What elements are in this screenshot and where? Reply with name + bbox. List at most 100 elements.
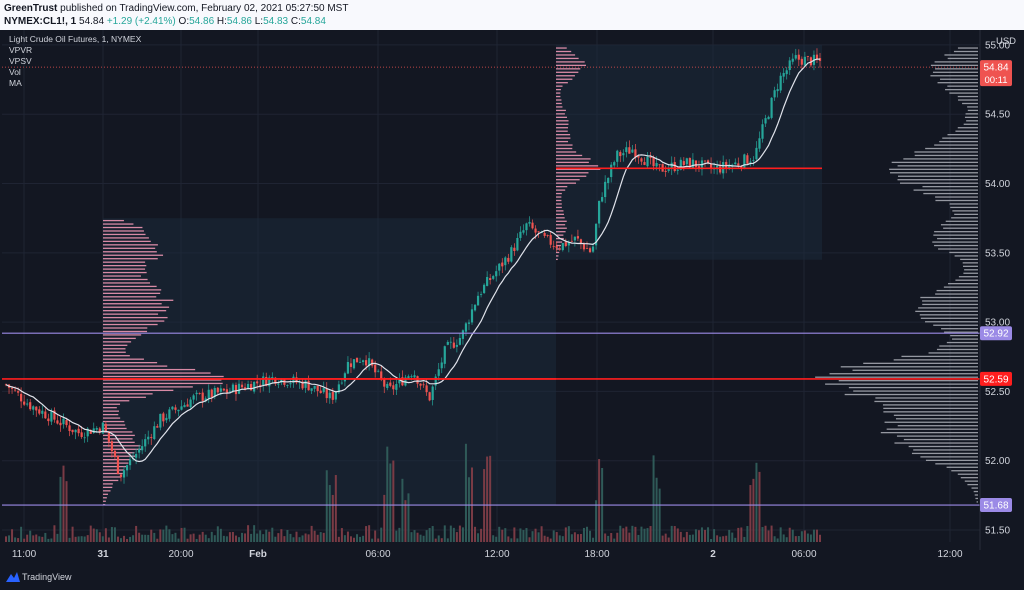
volume-bar bbox=[634, 526, 637, 542]
open-value: 54.86 bbox=[189, 16, 215, 27]
candle-body bbox=[685, 158, 688, 165]
volume-bar bbox=[661, 535, 664, 542]
volume-bar bbox=[44, 532, 47, 542]
volume-bar bbox=[489, 455, 492, 542]
volume-bar bbox=[331, 494, 334, 542]
candle-body bbox=[159, 413, 162, 428]
candle-body bbox=[144, 439, 147, 447]
volume-bar bbox=[507, 536, 510, 542]
candle-body bbox=[234, 384, 238, 395]
volume-bar bbox=[186, 538, 189, 542]
volume-bar bbox=[486, 456, 489, 542]
candle-body bbox=[237, 383, 241, 394]
volume-bar bbox=[322, 532, 325, 542]
session-profile-bar bbox=[556, 47, 567, 49]
indicator-vpvr[interactable]: VPVR bbox=[9, 45, 33, 55]
candle-body bbox=[431, 386, 434, 400]
price-chart[interactable]: 55.00 54.50 54.00 53.50 53.00 52.50 52.00 51.50… bbox=[0, 30, 1024, 566]
visible-range-profile-bar bbox=[925, 459, 978, 462]
visible-range-profile-bar bbox=[919, 314, 978, 316]
candle-body bbox=[122, 470, 126, 478]
candle-body bbox=[371, 359, 374, 366]
volume-bar bbox=[755, 462, 758, 542]
session-profile-bar bbox=[103, 493, 108, 495]
candle-body bbox=[135, 453, 138, 458]
candle-body bbox=[162, 413, 165, 422]
candle-body bbox=[153, 426, 156, 440]
volume-bar bbox=[35, 534, 38, 542]
volume-bar bbox=[126, 538, 129, 542]
visible-range-profile-bar bbox=[955, 130, 978, 132]
volume-bar bbox=[815, 529, 818, 542]
session-profile-bar bbox=[103, 258, 158, 260]
candle-body bbox=[337, 384, 340, 393]
volume-bar bbox=[625, 526, 628, 542]
volume-bar bbox=[794, 536, 797, 542]
volume-bar bbox=[710, 538, 713, 542]
candle-body bbox=[26, 403, 29, 405]
session-profile-bar bbox=[103, 420, 125, 423]
session-profile-bar bbox=[103, 386, 193, 388]
volume-bar bbox=[271, 527, 274, 542]
candle-body bbox=[65, 420, 68, 426]
candle-body bbox=[189, 399, 192, 408]
candle-body bbox=[531, 222, 534, 229]
session-profile-bar bbox=[103, 247, 156, 249]
session-profile-bar bbox=[103, 389, 174, 392]
session-profile-bar bbox=[103, 237, 149, 239]
candle-body bbox=[86, 428, 89, 437]
volume-bar bbox=[77, 536, 80, 542]
indicator-vpsv[interactable]: VPSV bbox=[9, 56, 32, 66]
volume-bar bbox=[467, 477, 470, 542]
candle-body bbox=[228, 390, 232, 392]
candle-body bbox=[413, 375, 416, 378]
candle-body bbox=[616, 150, 619, 162]
visible-range-profile-bar bbox=[893, 414, 978, 416]
candle-body bbox=[17, 391, 20, 393]
visible-range-profile-bar bbox=[913, 189, 978, 191]
session-profile-bar bbox=[556, 68, 581, 70]
session-profile-bar bbox=[103, 330, 148, 333]
candle-body bbox=[422, 384, 425, 386]
visible-range-profile-bar bbox=[934, 231, 978, 233]
visible-range-profile-bar bbox=[944, 54, 978, 56]
candle-body bbox=[119, 474, 123, 478]
session-profile-bar bbox=[103, 452, 135, 454]
volume-bar bbox=[247, 525, 250, 542]
volume-bar bbox=[365, 526, 368, 542]
visible-range-profile-bar bbox=[838, 380, 978, 382]
session-profile-bar bbox=[556, 231, 566, 233]
candle-body bbox=[265, 376, 268, 386]
volume-bar bbox=[694, 529, 697, 542]
volume-bar bbox=[17, 538, 20, 542]
visible-range-profile-bar bbox=[966, 120, 978, 122]
candle-body bbox=[410, 376, 413, 378]
last-price: 54.84 bbox=[79, 16, 105, 27]
session-profile-bar bbox=[556, 161, 589, 164]
candle-body bbox=[628, 147, 631, 154]
candle-body bbox=[679, 159, 682, 170]
candle-body bbox=[703, 160, 707, 162]
visible-range-profile-bar bbox=[930, 64, 978, 67]
indicator-vol[interactable]: Vol bbox=[9, 67, 21, 77]
candle-body bbox=[310, 388, 313, 391]
ma-line bbox=[5, 58, 821, 463]
candle-body bbox=[35, 406, 38, 411]
volume-bar bbox=[691, 534, 694, 542]
volume-bar bbox=[162, 529, 165, 542]
session-profile-bar bbox=[103, 368, 196, 371]
chart-legend[interactable]: Light Crude Oil Futures, 1, NYMEX VPVR V… bbox=[9, 34, 141, 89]
volume-bar bbox=[262, 534, 265, 542]
visible-range-profile-bar bbox=[963, 123, 978, 125]
visible-range-profile-bar bbox=[840, 366, 978, 368]
volume-bar bbox=[256, 533, 259, 542]
candle-body bbox=[268, 377, 271, 387]
volume-bar bbox=[274, 536, 277, 542]
volume-bar bbox=[422, 535, 425, 542]
session-profile-bar bbox=[556, 241, 563, 243]
session-profile-bar bbox=[103, 271, 147, 274]
indicator-ma[interactable]: MA bbox=[9, 78, 22, 88]
candle-body bbox=[361, 360, 365, 362]
candle-body bbox=[525, 223, 528, 231]
candle-body bbox=[534, 228, 537, 233]
